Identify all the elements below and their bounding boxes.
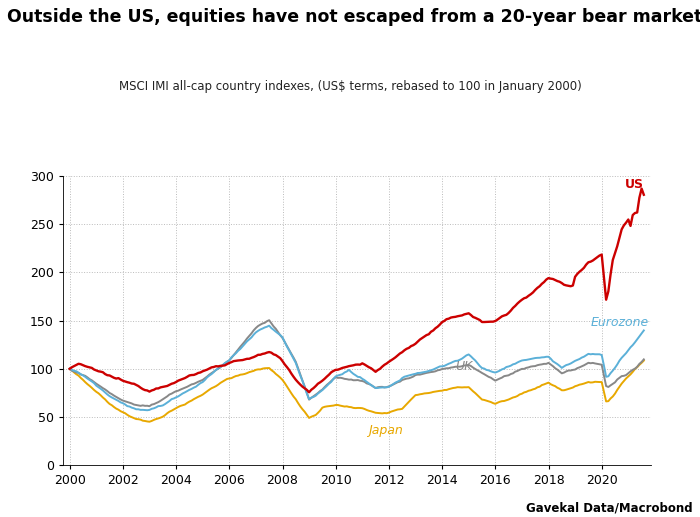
Text: Outside the US, equities have not escaped from a 20-year bear market: Outside the US, equities have not escape… bbox=[7, 8, 700, 26]
Text: US: US bbox=[624, 178, 643, 191]
Text: Japan: Japan bbox=[368, 424, 402, 437]
Text: UK: UK bbox=[456, 360, 472, 373]
Text: MSCI IMI all-cap country indexes, (US$ terms, rebased to 100 in January 2000): MSCI IMI all-cap country indexes, (US$ t… bbox=[118, 80, 582, 93]
Text: Eurozone: Eurozone bbox=[591, 316, 650, 329]
Text: Gavekal Data/Macrobond: Gavekal Data/Macrobond bbox=[526, 501, 693, 514]
